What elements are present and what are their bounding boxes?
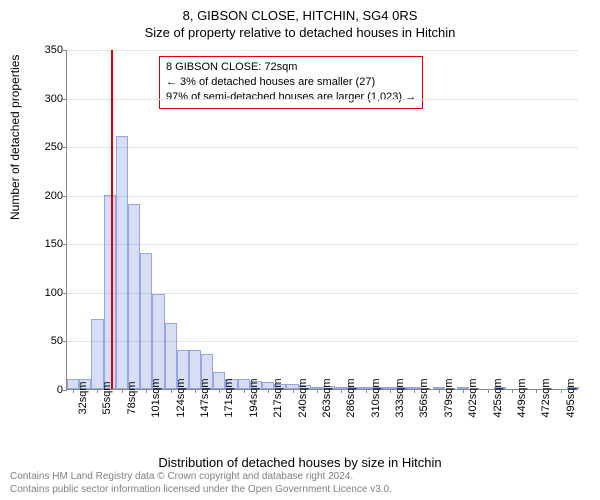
xtick-mark [293, 389, 294, 393]
xtick-mark [219, 389, 220, 393]
xtick-label: 286sqm [345, 378, 357, 417]
xtick-mark [439, 389, 440, 393]
xtick-label: 217sqm [272, 378, 284, 417]
bar [91, 319, 103, 389]
xtick-label: 171sqm [223, 378, 235, 417]
legend-line: 8 GIBSON CLOSE: 72sqm [166, 60, 416, 75]
footer-attribution: Contains HM Land Registry data © Crown c… [10, 471, 392, 496]
grid-line [67, 147, 578, 148]
xtick-mark [341, 389, 342, 393]
ytick-mark [63, 196, 67, 197]
ytick-mark [63, 50, 67, 51]
xtick-label: 356sqm [418, 378, 430, 417]
xtick-label: 379sqm [443, 378, 455, 417]
xtick-mark [488, 389, 489, 393]
xtick-mark [244, 389, 245, 393]
ytick-label: 300 [35, 93, 63, 105]
xtick-label: 495sqm [565, 378, 577, 417]
xtick-mark [390, 389, 391, 393]
xtick-mark [97, 389, 98, 393]
xtick-mark [171, 389, 172, 393]
legend-line: ← 3% of detached houses are smaller (27) [166, 75, 416, 90]
xtick-mark [268, 389, 269, 393]
xtick-mark [536, 389, 537, 393]
legend-box: 8 GIBSON CLOSE: 72sqm← 3% of detached ho… [159, 56, 423, 109]
ytick-label: 100 [35, 287, 63, 299]
xtick-mark [414, 389, 415, 393]
y-axis-label: Number of detached properties [8, 55, 22, 220]
x-axis-label: Distribution of detached houses by size … [0, 455, 600, 470]
bar [116, 136, 128, 389]
grid-line [67, 50, 578, 51]
xtick-label: 124sqm [175, 378, 187, 417]
ytick-label: 200 [35, 190, 63, 202]
xtick-mark [512, 389, 513, 393]
ytick-mark [63, 244, 67, 245]
xtick-mark [146, 389, 147, 393]
marker-line [111, 50, 113, 389]
xtick-label: 472sqm [540, 378, 552, 417]
xtick-mark [463, 389, 464, 393]
xtick-label: 402sqm [467, 378, 479, 417]
xtick-label: 263sqm [321, 378, 333, 417]
ytick-label: 150 [35, 238, 63, 250]
xtick-label: 194sqm [248, 378, 260, 417]
xtick-label: 147sqm [199, 378, 211, 417]
xtick-label: 32sqm [77, 381, 89, 414]
ytick-mark [63, 293, 67, 294]
xtick-mark [195, 389, 196, 393]
ytick-label: 250 [35, 141, 63, 153]
xtick-label: 55sqm [101, 381, 113, 414]
ytick-mark [63, 341, 67, 342]
footer-line: Contains HM Land Registry data © Crown c… [10, 471, 392, 484]
xtick-mark [122, 389, 123, 393]
grid-line [67, 196, 578, 197]
xtick-mark [561, 389, 562, 393]
footer-line: Contains public sector information licen… [10, 484, 392, 497]
bar [140, 253, 152, 389]
chart-container: 8 GIBSON CLOSE: 72sqm← 3% of detached ho… [48, 50, 578, 420]
xtick-mark [317, 389, 318, 393]
grid-line [67, 99, 578, 100]
ytick-mark [63, 99, 67, 100]
bar [152, 294, 164, 389]
xtick-mark [366, 389, 367, 393]
ytick-label: 350 [35, 44, 63, 56]
xtick-label: 425sqm [492, 378, 504, 417]
ytick-mark [63, 390, 67, 391]
page-title: 8, GIBSON CLOSE, HITCHIN, SG4 0RS [0, 0, 600, 23]
bar [128, 204, 140, 389]
ytick-label: 50 [35, 335, 63, 347]
xtick-label: 310sqm [370, 378, 382, 417]
xtick-label: 449sqm [516, 378, 528, 417]
legend-line: 97% of semi-detached houses are larger (… [166, 90, 416, 105]
ytick-label: 0 [35, 384, 63, 396]
xtick-label: 78sqm [126, 381, 138, 414]
page-subtitle: Size of property relative to detached ho… [0, 23, 600, 40]
xtick-mark [73, 389, 74, 393]
xtick-label: 333sqm [394, 378, 406, 417]
grid-line [67, 244, 578, 245]
xtick-label: 240sqm [297, 378, 309, 417]
plot-area: 8 GIBSON CLOSE: 72sqm← 3% of detached ho… [66, 50, 578, 390]
xtick-label: 101sqm [150, 378, 162, 417]
ytick-mark [63, 147, 67, 148]
